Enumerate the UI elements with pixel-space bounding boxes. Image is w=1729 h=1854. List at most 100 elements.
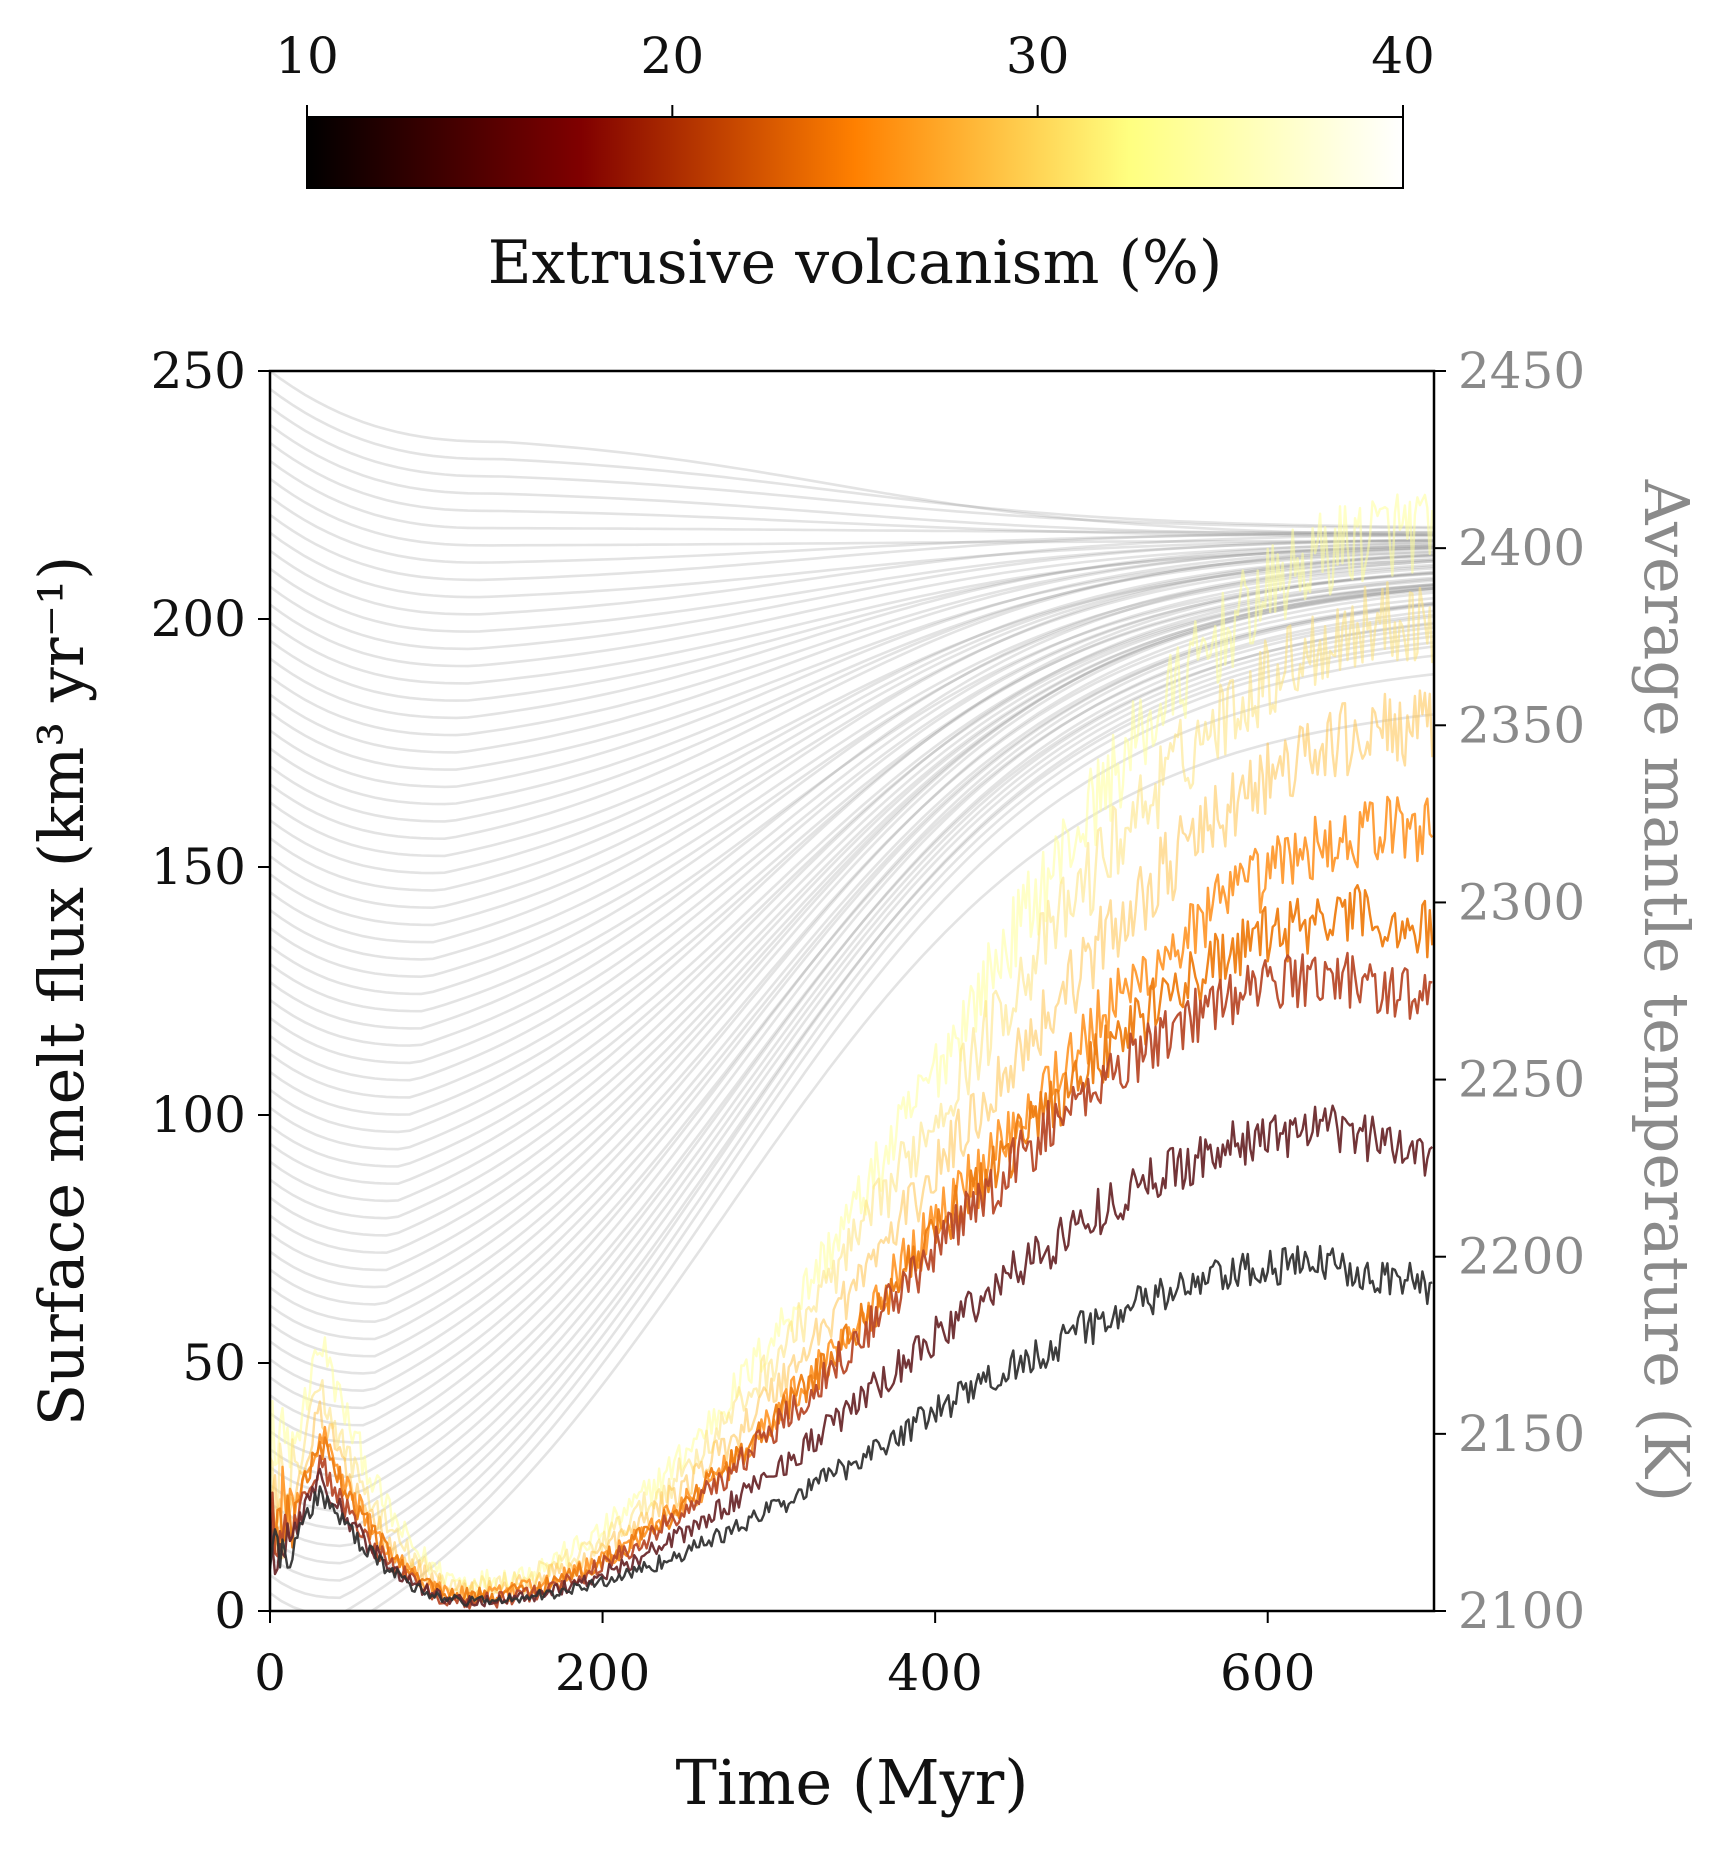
plot-area [268, 369, 1436, 1613]
temperature-curve [270, 635, 1434, 1565]
colorbar-tick-label: 30 [1006, 27, 1070, 85]
y-right-tick-label: 2200 [1458, 1228, 1585, 1286]
temperature-curve [270, 544, 1434, 702]
temperature-curve [270, 459, 1434, 534]
y-axis-left: 0 50 100 150 200 250 [151, 342, 270, 1640]
temperature-curve [270, 545, 1434, 789]
temperature-curve [270, 560, 1434, 1030]
temperature-curve [270, 553, 1434, 875]
melt-flux-series-10 [270, 1244, 1433, 1607]
colorbar-ticks: 10 20 30 40 [275, 27, 1435, 117]
temperature-curve [270, 441, 1434, 538]
temperature-curve [270, 582, 1434, 1151]
temperature-curve [270, 553, 1434, 892]
melt-flux-series-15 [270, 1104, 1434, 1608]
temperature-curve [270, 584, 1434, 1289]
y-left-tick-label: 100 [151, 1086, 246, 1144]
temperature-curve [270, 587, 1434, 1272]
temperature-curve [270, 555, 1434, 910]
y-axis-left-title: Surface melt flux (km³ yr⁻¹) [25, 556, 98, 1427]
temperature-curve [270, 542, 1434, 668]
temperature-curve [270, 550, 1434, 806]
colorbar-tick-label: 20 [641, 27, 705, 85]
temperature-curve [270, 641, 1434, 1548]
temperature-curve [270, 543, 1434, 754]
temperature-curve [270, 654, 1434, 1600]
temperature-curve [270, 559, 1434, 996]
x-tick-label: 600 [1220, 1644, 1315, 1702]
temperature-curve [270, 603, 1434, 1427]
colorbar-label: Extrusive volcanism (%) [488, 228, 1223, 298]
y-left-tick-label: 250 [151, 342, 246, 400]
temperature-curve [270, 622, 1434, 1461]
temperature-curve [270, 513, 1434, 582]
y-right-tick-label: 2450 [1458, 342, 1585, 400]
temperature-curve [270, 585, 1434, 1237]
temperature-curve [270, 587, 1434, 1306]
temperature-curve [270, 631, 1434, 1530]
temperature-curve [270, 495, 1434, 564]
temperature-curve [270, 546, 1434, 841]
temperature-curve [270, 583, 1434, 1168]
x-tick-label: 200 [555, 1644, 650, 1702]
y-right-tick-label: 2400 [1458, 519, 1585, 577]
colorbar: 10 20 30 40 Extrusive volcanism (%) [275, 27, 1435, 298]
colorbar-tick-label: 40 [1371, 27, 1435, 85]
y-left-tick-label: 0 [214, 1582, 246, 1640]
y-right-tick-label: 2150 [1458, 1405, 1585, 1463]
plot-frame [268, 369, 1436, 1613]
melt-flux-series-35 [270, 581, 1434, 1598]
temperature-curve [270, 558, 1434, 927]
melt-flux-series-32 [270, 689, 1434, 1602]
temperature-curve [270, 609, 1434, 1444]
temperature-curve [270, 387, 1434, 529]
temperature-curve [270, 563, 1434, 961]
temperature-curve [270, 544, 1434, 737]
colorbar-gradient [306, 116, 1404, 189]
x-axis-title: Time (Myr) [676, 1746, 1029, 1819]
y-left-tick-label: 150 [151, 838, 246, 896]
temperature-curve [270, 546, 1434, 685]
temperature-curve [270, 371, 1434, 537]
temperature-curve [270, 586, 1434, 1220]
temperature-curve [270, 601, 1434, 1358]
temperature-curve [270, 613, 1434, 1410]
temperature-curve [270, 553, 1434, 944]
temperature-curve [270, 615, 1434, 1479]
y-axis-right: 2100 2150 2200 2250 2300 2350 2400 2450 [1434, 342, 1585, 1640]
temperature-curve [270, 547, 1434, 823]
temperature-curve [270, 645, 1434, 1582]
colorbar-tick-label: 10 [275, 27, 339, 85]
temperature-curve [270, 477, 1434, 547]
melt-flux-series [270, 493, 1434, 1610]
temperature-curve [270, 538, 1434, 651]
temperature-curve [270, 596, 1434, 1324]
y-left-tick-label: 200 [151, 590, 246, 648]
temperature-curve [270, 558, 1434, 858]
y-left-tick-label: 50 [182, 1334, 246, 1392]
temperature-curve [270, 541, 1434, 720]
y-right-tick-label: 2100 [1458, 1582, 1585, 1640]
temperature-curve [270, 550, 1434, 771]
temperature-curve [270, 405, 1434, 530]
x-tick-label: 400 [887, 1644, 982, 1702]
temperature-curve [270, 713, 1434, 1611]
x-axis: 0 200 400 600 [254, 1611, 1315, 1702]
temperature-curve [270, 539, 1434, 633]
temperature-curve [270, 621, 1434, 1496]
temperature-curve [270, 591, 1434, 1341]
y-right-tick-label: 2300 [1458, 873, 1585, 931]
melt-flux-series-25 [270, 884, 1434, 1606]
temperature-curve [270, 588, 1434, 1255]
y-right-tick-label: 2250 [1458, 1051, 1585, 1109]
temperature-curve [270, 531, 1434, 599]
temperature-curve [270, 626, 1434, 1513]
temperature-curve [270, 533, 1434, 616]
temperature-curve [270, 602, 1434, 1393]
y-axis-right-title: Average mantle temperature (K) [1630, 479, 1703, 1502]
y-right-tick-label: 2350 [1458, 696, 1585, 754]
temperature-curve [270, 423, 1434, 537]
temperature-curve [270, 672, 1434, 1611]
x-tick-label: 0 [254, 1644, 286, 1702]
